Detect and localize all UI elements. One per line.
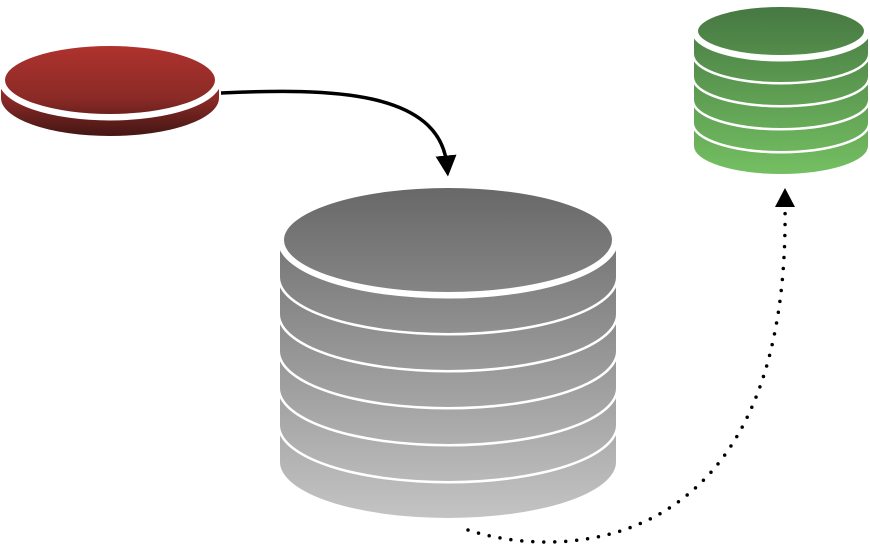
database-stacks [0, 3, 870, 518]
dotted-arrow-head [775, 188, 795, 207]
stack-top [694, 3, 868, 59]
stack-top [1, 42, 219, 118]
solid-arrow [220, 89, 457, 177]
stack-top [280, 184, 616, 296]
